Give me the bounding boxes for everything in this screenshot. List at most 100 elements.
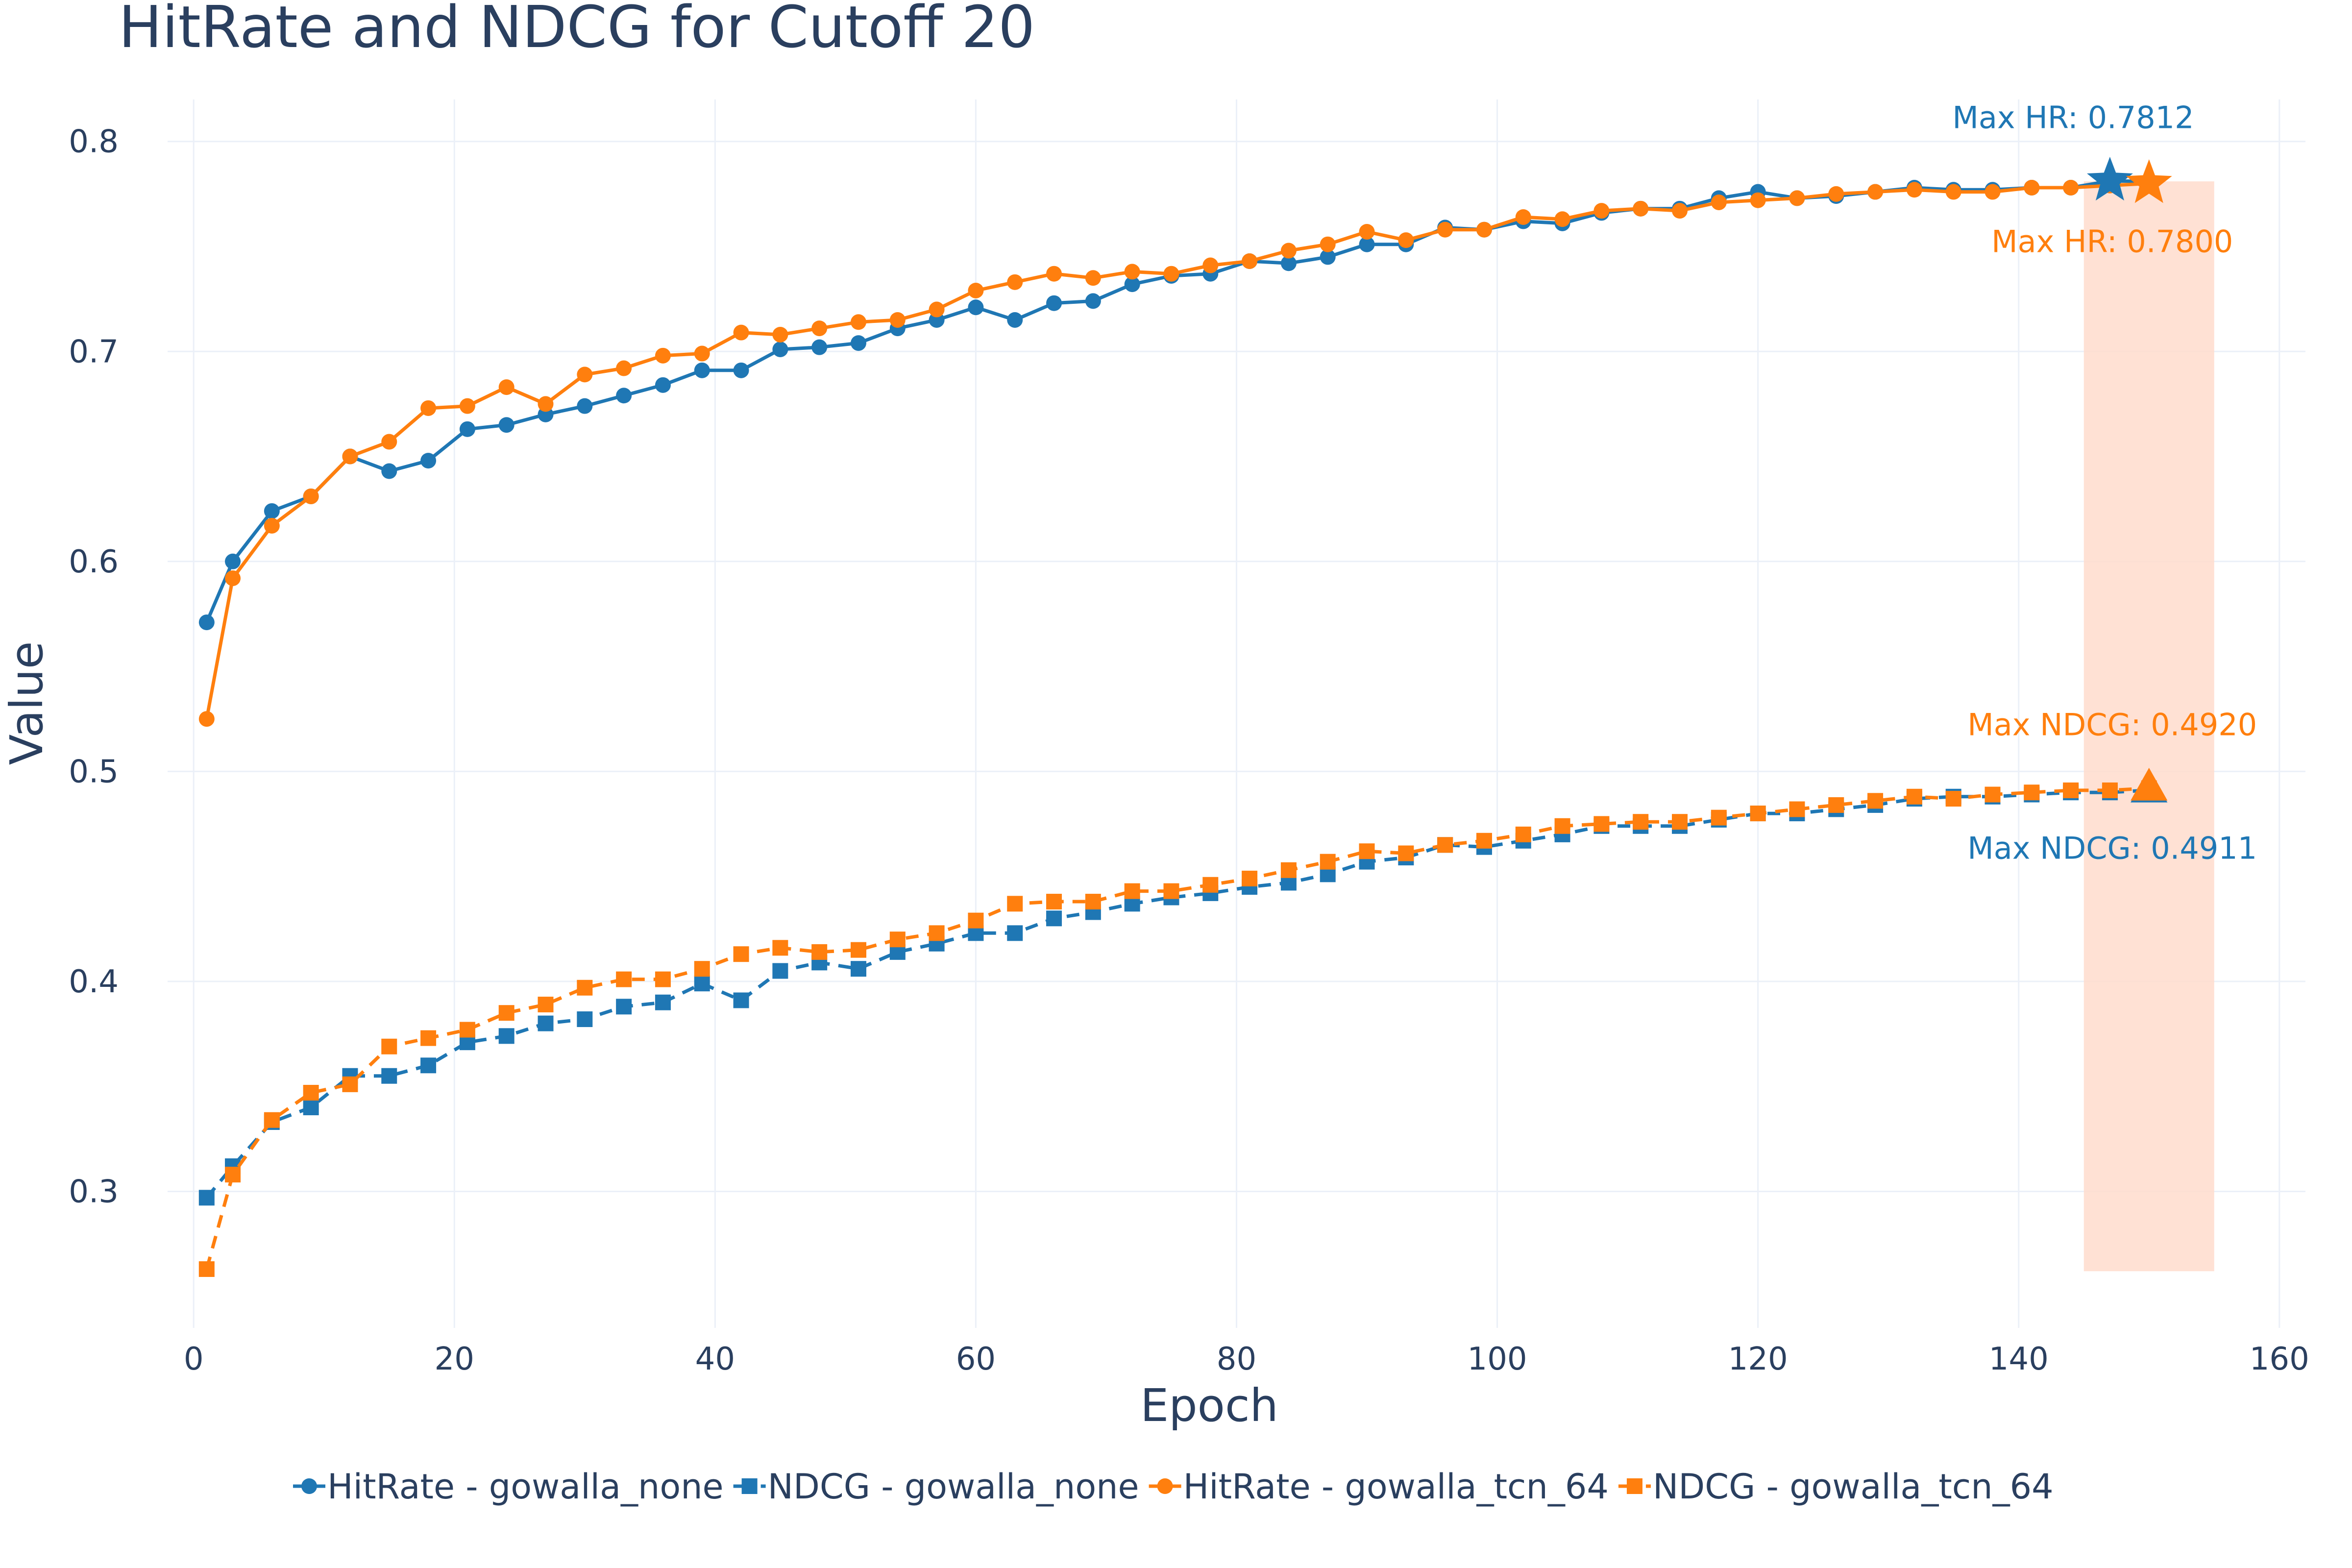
data-point — [694, 961, 710, 977]
data-point — [342, 1076, 358, 1092]
x-tick-label: 160 — [2250, 1341, 2309, 1377]
series-line — [205, 786, 2149, 1270]
x-axis-title: Epoch — [1140, 1379, 1278, 1432]
data-point — [655, 994, 671, 1010]
max-annotation: Max NDCG: 0.4911 — [1967, 830, 2257, 866]
legend-item-hitrate-gowalla-none[interactable]: HitRate - gowalla_none — [293, 1467, 724, 1507]
data-point — [2024, 784, 2040, 801]
data-point — [968, 299, 984, 316]
data-point — [850, 314, 866, 330]
data-point — [1163, 266, 1179, 282]
x-tick-label: 20 — [435, 1341, 474, 1377]
data-point — [303, 1085, 319, 1101]
data-point — [1476, 221, 1492, 238]
data-point — [264, 517, 280, 534]
data-point — [381, 463, 397, 479]
data-point — [498, 417, 514, 433]
data-point — [1202, 877, 1219, 893]
data-point — [655, 971, 671, 987]
max-annotation: Max NDCG: 0.4920 — [1967, 707, 2257, 743]
data-point — [1007, 312, 1023, 328]
data-point — [1867, 793, 1884, 809]
legend-label: HitRate - gowalla_tcn_64 — [1183, 1467, 1609, 1507]
data-point — [342, 448, 358, 465]
data-point — [616, 971, 632, 987]
data-point — [459, 398, 475, 414]
data-point — [459, 1022, 475, 1038]
data-point — [498, 379, 514, 395]
data-point — [694, 345, 710, 362]
series-line — [205, 788, 2150, 1199]
data-point — [1359, 843, 1375, 859]
data-point — [1828, 186, 1844, 202]
data-point — [198, 711, 215, 727]
legend-swatch-marker — [1157, 1478, 1173, 1494]
data-point — [264, 503, 280, 519]
data-point — [694, 362, 710, 378]
data-point — [733, 946, 749, 962]
max-annotation: Max HR: 0.7800 — [1991, 223, 2233, 259]
tick-layer: 0 20 40 60 80 100 120 140 160 0.3 0.4 0.5 0.6 0.7 0.8 — [69, 124, 2309, 1377]
data-point — [1085, 293, 1101, 309]
data-point — [772, 940, 788, 956]
data-point — [655, 347, 671, 364]
data-point — [1124, 883, 1140, 899]
highlight-band-layer — [2083, 181, 2214, 1272]
series-line — [205, 179, 2149, 623]
data-point — [968, 282, 984, 298]
data-point — [1242, 253, 1258, 269]
legend[interactable]: HitRate - gowalla_none NDCG - gowalla_non… — [293, 1467, 2054, 1507]
x-tick-label: 120 — [1728, 1341, 1788, 1377]
data-point — [1046, 295, 1062, 311]
data-point — [1750, 192, 1766, 208]
data-point — [498, 1005, 514, 1021]
data-point — [1280, 255, 1297, 271]
data-point — [1085, 894, 1101, 910]
y-tick-label: 0.8 — [69, 124, 119, 160]
data-point — [577, 367, 593, 383]
data-point — [772, 326, 788, 343]
data-point — [1984, 184, 2001, 200]
data-point — [1789, 190, 1805, 206]
data-point — [1280, 862, 1297, 878]
data-point — [381, 1068, 397, 1084]
data-point — [1007, 274, 1023, 290]
data-point — [616, 360, 632, 376]
data-point — [381, 1038, 397, 1054]
data-point — [225, 553, 241, 569]
legend-swatch-marker — [741, 1478, 758, 1494]
series-ndcg-gowalla-none — [198, 782, 2157, 1206]
legend-label: NDCG - gowalla_none — [768, 1467, 1139, 1507]
data-point — [1633, 200, 1649, 217]
max-highlight-band — [2083, 181, 2214, 1272]
data-point — [225, 570, 241, 587]
data-point — [381, 434, 397, 450]
data-point — [1046, 910, 1062, 927]
series-line — [205, 181, 2149, 719]
data-point — [1554, 211, 1570, 227]
y-tick-label: 0.7 — [69, 334, 119, 370]
data-point — [616, 388, 632, 404]
legend-item-hitrate-gowalla-tcn-64[interactable]: HitRate - gowalla_tcn_64 — [1149, 1467, 1609, 1507]
data-point — [733, 362, 749, 378]
data-point — [1320, 854, 1336, 870]
data-point — [420, 1030, 437, 1046]
data-point — [1163, 883, 1179, 899]
x-tick-label: 60 — [956, 1341, 996, 1377]
legend-item-ndcg-gowalla-none[interactable]: NDCG - gowalla_none — [733, 1467, 1139, 1507]
data-point — [1945, 791, 1961, 807]
y-axis-title: Value — [0, 641, 53, 765]
max-annotation: Max HR: 0.7812 — [1952, 99, 2194, 135]
y-tick-label: 0.5 — [69, 754, 119, 790]
data-point — [1398, 845, 1414, 861]
data-point — [772, 341, 788, 357]
data-point — [1359, 236, 1375, 252]
legend-swatch-marker — [301, 1478, 317, 1494]
data-point — [1124, 276, 1140, 293]
x-tick-label: 0 — [184, 1341, 204, 1377]
data-point — [1320, 236, 1336, 252]
legend-item-ndcg-gowalla-tcn-64[interactable]: NDCG - gowalla_tcn_64 — [1618, 1467, 2054, 1507]
series-ndcg-gowalla-tcn-64 — [198, 780, 2157, 1277]
legend-swatch-marker — [1626, 1478, 1642, 1494]
data-point — [929, 301, 945, 318]
